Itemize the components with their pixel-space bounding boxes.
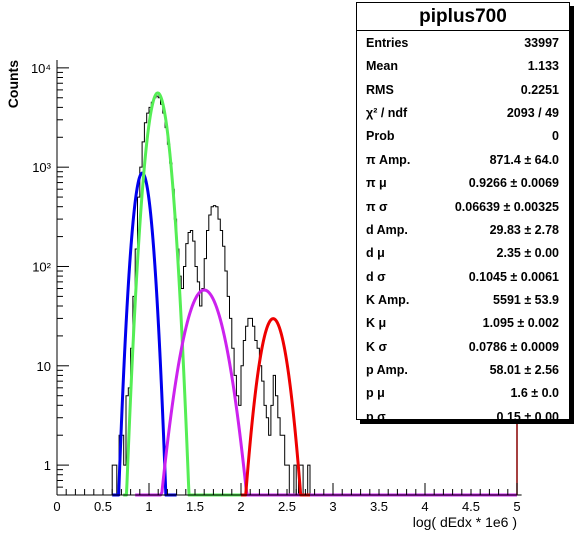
y-axis-ticks: 1 10 10² 10³ 10⁴ [31,61,69,496]
stats-row-value: 2.35 ± 0.00 [496,246,559,261]
stats-row-value: 29.83 ± 2.78 [489,222,559,237]
x-tick-label: 2 [237,499,244,514]
stats-box: piplus700 Entries 33997 Mean 1.133 RMS 0.2251… [356,2,570,424]
stats-row-value: 1.095 ± 0.002 [482,316,559,331]
stats-row-value: 1.6 ± 0.0 [510,386,559,401]
stats-row-value: 58.01 ± 2.56 [489,363,559,378]
x-axis-label: log( dEdx * 1e6 ) [413,514,517,530]
stats-row: Prob 0 [357,124,569,147]
stats-row-value: 33997 [524,36,559,50]
stats-row-value: 0.1045 ± 0.0061 [468,269,559,284]
stats-row-value: 2093 / 49 [506,106,559,121]
stats-row-label: p μ [366,386,385,401]
stats-row-label: d Amp. [366,222,408,237]
fit-curve-2 [122,91,284,497]
stats-row: p μ 1.6 ± 0.0 [357,381,569,404]
stats-row: π Amp. 871.4 ± 64.0 [357,148,569,171]
stats-row: p Amp. 58.01 ± 2.56 [357,358,569,381]
stats-row: p σ 0.15 ± 0.00 [357,405,569,428]
stats-row: Mean 1.133 [357,54,569,77]
stats-row-label: d μ [366,246,385,261]
stats-row-value: 0.06639 ± 0.00325 [454,199,559,214]
fit-curve-4 [239,317,312,497]
stats-title: piplus700 [357,3,569,31]
stats-row: d μ 2.35 ± 0.00 [357,241,569,264]
stats-rows: Entries 33997 Mean 1.133 RMS 0.2251 χ² / ndf 20… [357,31,569,428]
stats-row: d σ 0.1045 ± 0.0061 [357,265,569,288]
y-tick-label: 1 [44,458,51,473]
stats-row-label: π σ [366,199,388,214]
stats-row: π μ 0.9266 ± 0.0069 [357,171,569,194]
stats-row-value: 5591 ± 53.9 [493,292,559,307]
stats-row-label: π μ [366,176,387,191]
stats-row-label: Entries [366,36,409,50]
y-tick-label: 10 [37,359,51,374]
stats-row-value: 0.2251 [520,82,559,97]
x-tick-label: 2.5 [278,499,296,514]
stats-row: K Amp. 5591 ± 53.9 [357,288,569,311]
stats-row-value: 0 [552,129,559,144]
stats-row-value: 0.0786 ± 0.0009 [468,339,559,354]
x-tick-label: 4 [421,499,428,514]
x-tick-label: 0.5 [94,499,112,514]
stats-row-label: K Amp. [366,292,410,307]
x-tick-label: 1 [145,499,152,514]
stats-row: Entries 33997 [357,31,569,54]
stats-row: χ² / ndf 2093 / 49 [357,101,569,124]
y-tick-label: 10⁴ [31,61,51,76]
y-tick-label: 10³ [32,160,51,175]
stats-row: K μ 1.095 ± 0.002 [357,311,569,334]
stats-row-label: Prob [366,129,395,144]
stats-row-value: 0.9266 ± 0.0069 [468,176,559,191]
stats-row: d Amp. 29.83 ± 2.78 [357,218,569,241]
stats-row-label: K σ [366,339,388,354]
y-axis-label: Counts [5,60,21,108]
stats-row: RMS 0.2251 [357,78,569,101]
stats-row: K σ 0.0786 ± 0.0009 [357,335,569,358]
stats-row-label: K μ [366,316,387,331]
stats-row-value: 0.15 ± 0.00 [496,409,559,424]
x-tick-label: 3 [329,499,336,514]
stats-row-label: χ² / ndf [366,106,408,121]
stats-row-label: Mean [366,59,398,74]
stats-row: π σ 0.06639 ± 0.00325 [357,195,569,218]
x-axis-ticks: 0 0.5 1 1.5 2 2.5 3 3.5 4 4.5 5 [53,483,521,514]
stats-row-value: 1.133 [527,59,559,74]
x-tick-label: 4.5 [462,499,480,514]
x-tick-label: 0 [53,499,60,514]
y-tick-label: 10² [32,259,51,274]
stats-row-label: d σ [366,269,386,284]
stats-row-label: p Amp. [366,363,408,378]
stats-row-label: RMS [366,82,394,97]
stats-row-value: 871.4 ± 64.0 [489,152,559,167]
x-tick-label: 5 [513,499,520,514]
x-tick-label: 1.5 [186,499,204,514]
stats-row-label: π Amp. [366,152,411,167]
stats-row-label: p σ [366,409,386,424]
x-tick-label: 3.5 [370,499,388,514]
